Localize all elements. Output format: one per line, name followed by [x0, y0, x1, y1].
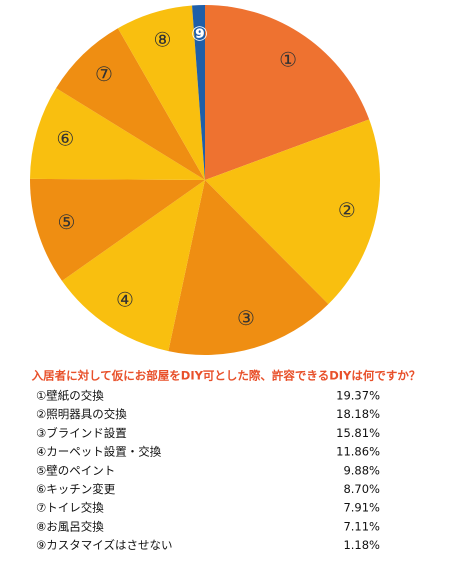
- legend-label: ④カーペット設置・交換: [36, 445, 162, 459]
- pie-slice: [117, 5, 205, 181]
- slice-label: ⑦: [95, 62, 113, 86]
- legend-label: ①壁紙の交換: [36, 389, 104, 403]
- value-label: 19.37%: [336, 389, 380, 403]
- slice-label: ⑧: [153, 28, 171, 52]
- pie-slice: [205, 119, 381, 305]
- value-label: 7.11%: [343, 519, 380, 533]
- value-label: 8.70%: [343, 482, 380, 496]
- slice-label: ④: [116, 288, 134, 312]
- pie-slice: [56, 28, 206, 180]
- slice-label: ⑤: [57, 210, 75, 234]
- pie-slice: [168, 180, 329, 355]
- pie-slice: [192, 5, 205, 180]
- legend-label: ⑧お風呂交換: [36, 519, 104, 533]
- legend-label: ⑥キッチン変更: [36, 482, 116, 496]
- value-label: 11.86%: [336, 445, 380, 459]
- pie-slice: [205, 5, 370, 180]
- value-label: 15.81%: [336, 426, 380, 440]
- chart-title: 入居者に対して仮にお部屋をDIY可とした際、許容できるDIYは何ですか？: [32, 369, 421, 383]
- legend-label: ⑦トイレ交換: [36, 501, 104, 515]
- slice-label: ⑨: [191, 21, 208, 45]
- value-label: 7.91%: [343, 501, 380, 515]
- legend-label: ⑨カスタマイズはさせない: [36, 538, 172, 552]
- legend-label: ③ブラインド設置: [36, 426, 127, 440]
- pie-slice: [62, 180, 205, 352]
- value-label: 9.88%: [343, 463, 380, 477]
- legend-label: ②照明器具の交換: [36, 407, 127, 421]
- slice-label: ①: [279, 47, 297, 71]
- value-label: 18.18%: [336, 407, 380, 421]
- slice-label: ⑥: [56, 126, 74, 150]
- pie-slice: [30, 88, 206, 180]
- pie-slice: [30, 178, 206, 281]
- value-label: 1.18%: [343, 538, 380, 552]
- legend-label: ⑤壁のペイント: [36, 463, 115, 477]
- slice-label: ③: [237, 306, 255, 330]
- slice-label: ②: [338, 198, 356, 222]
